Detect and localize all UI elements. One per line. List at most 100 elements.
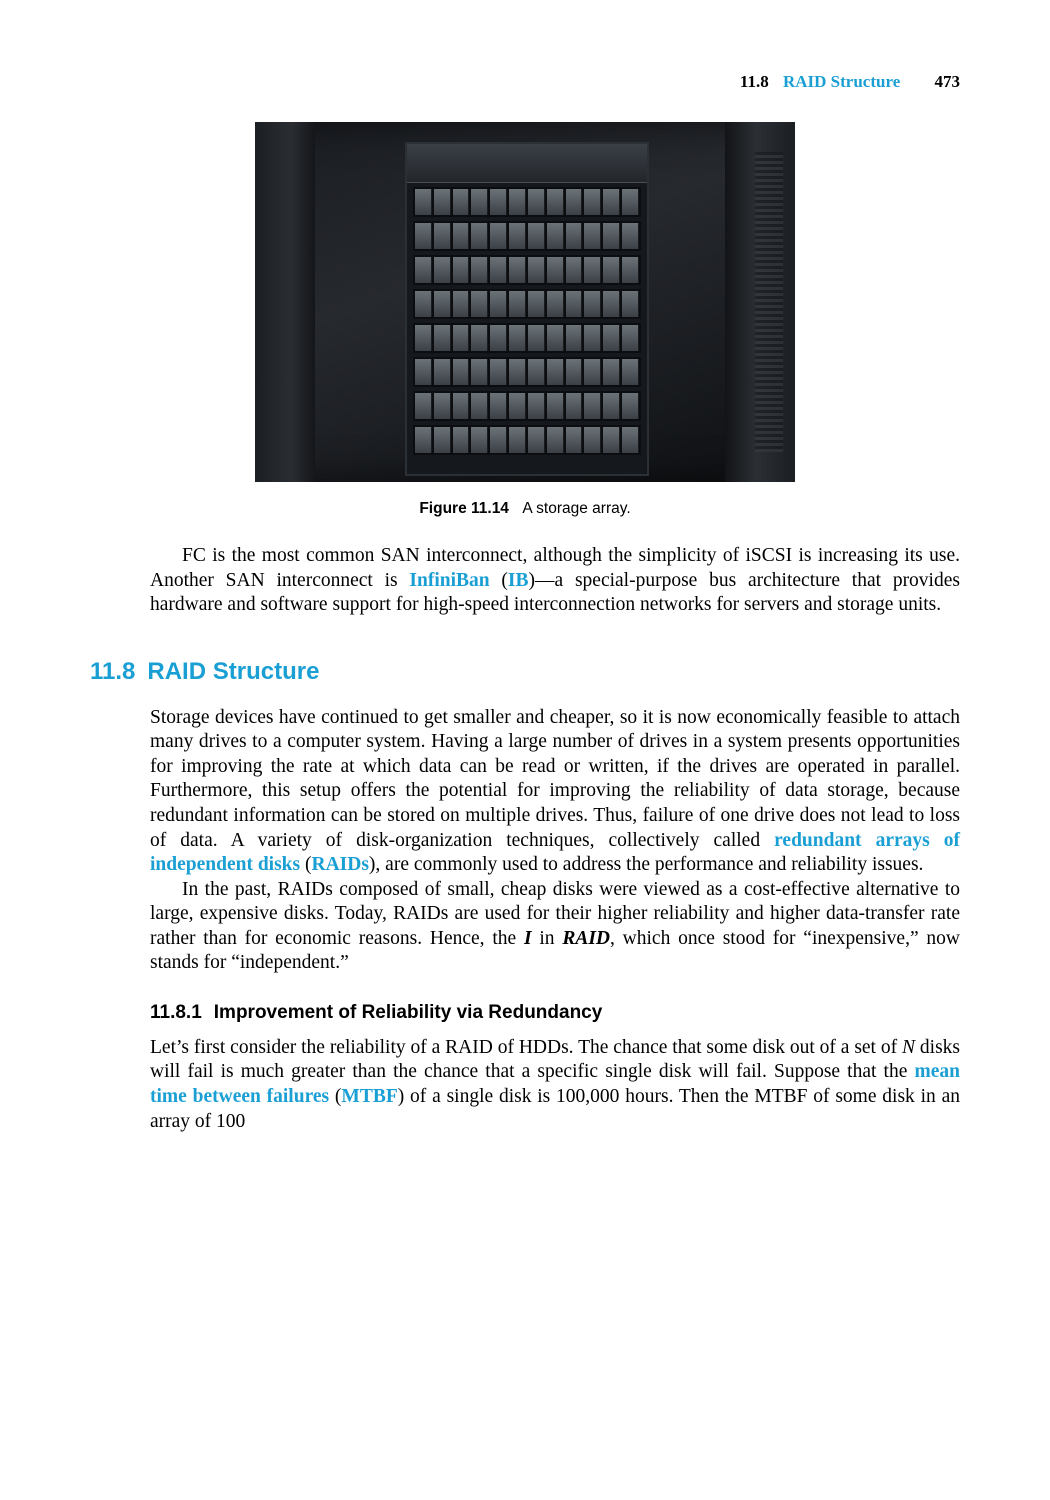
- drive-bay: [490, 189, 507, 215]
- drive-bay: [453, 427, 470, 453]
- rack-vent: [755, 152, 783, 452]
- drive-bay: [453, 291, 470, 317]
- drive-bay: [434, 257, 451, 283]
- drive-bay: [528, 359, 545, 385]
- drive-bay: [415, 359, 432, 385]
- drive-bay: [584, 189, 601, 215]
- drive-bay: [434, 393, 451, 419]
- term-raids: RAIDs: [311, 854, 368, 875]
- text-var-n: N: [902, 1037, 915, 1058]
- text: Let’s first consider the reliability of …: [150, 1037, 902, 1058]
- drive-row: [413, 255, 641, 285]
- drive-bay: [453, 223, 470, 249]
- drive-bay: [415, 393, 432, 419]
- drive-row: [413, 357, 641, 387]
- paragraph-raid-history: In the past, RAIDs composed of small, ch…: [150, 878, 960, 976]
- subsection-number: 11.8.1: [150, 1002, 202, 1023]
- drive-bay: [528, 189, 545, 215]
- drive-bay: [415, 427, 432, 453]
- drive-bay: [528, 393, 545, 419]
- drive-bay: [547, 427, 564, 453]
- drive-bay: [584, 359, 601, 385]
- drive-bay: [490, 257, 507, 283]
- drive-bay: [415, 189, 432, 215]
- drive-bay: [584, 393, 601, 419]
- drive-bay: [622, 427, 639, 453]
- drive-bay: [471, 257, 488, 283]
- drive-bay: [566, 291, 583, 317]
- drive-bay: [434, 427, 451, 453]
- drive-bay: [528, 257, 545, 283]
- paragraph-reliability: Let’s first consider the reliability of …: [150, 1036, 960, 1134]
- drive-bay: [584, 427, 601, 453]
- drive-bay: [528, 223, 545, 249]
- drive-bay: [471, 359, 488, 385]
- drive-bay: [603, 393, 620, 419]
- drive-bay: [566, 427, 583, 453]
- drive-bay: [509, 359, 526, 385]
- drive-bay: [509, 189, 526, 215]
- drive-bay: [584, 325, 601, 351]
- running-header: 11.8 RAID Structure 473: [90, 72, 960, 92]
- header-section-number: 11.8: [740, 72, 769, 91]
- drive-bay: [490, 223, 507, 249]
- drive-bay: [547, 325, 564, 351]
- drive-bay: [622, 223, 639, 249]
- figure-label: Figure 11.14: [419, 500, 509, 517]
- drive-bay: [471, 393, 488, 419]
- paragraph-fc: FC is the most common SAN interconnect, …: [150, 544, 960, 618]
- drive-bay: [509, 257, 526, 283]
- drive-bay: [453, 257, 470, 283]
- header-page-number: 473: [935, 72, 961, 91]
- drive-bay: [547, 257, 564, 283]
- drive-bay: [584, 223, 601, 249]
- drive-row: [413, 221, 641, 251]
- drive-bay: [547, 291, 564, 317]
- drive-bay: [471, 325, 488, 351]
- drive-bay: [622, 189, 639, 215]
- text: (: [329, 1086, 341, 1107]
- drive-bay: [434, 223, 451, 249]
- section-number: 11.8: [90, 658, 135, 685]
- section-heading: 11.8RAID Structure: [90, 658, 960, 686]
- drive-bay: [509, 427, 526, 453]
- term-ib: IB: [508, 570, 529, 591]
- text: (: [300, 854, 311, 875]
- drive-bay: [471, 189, 488, 215]
- drive-row: [413, 391, 641, 421]
- drive-bay: [603, 359, 620, 385]
- rack-side-left: [255, 122, 315, 482]
- drive-bay: [603, 223, 620, 249]
- server-rack: [405, 142, 649, 476]
- drive-bay: [584, 291, 601, 317]
- drive-bay: [509, 393, 526, 419]
- header-section-title: RAID Structure: [783, 72, 900, 91]
- text: in: [532, 928, 563, 949]
- drive-bay: [584, 257, 601, 283]
- drive-bay: [622, 359, 639, 385]
- drive-bay: [415, 325, 432, 351]
- rack-top-unit: [407, 144, 647, 183]
- drive-bay: [509, 223, 526, 249]
- drive-bay: [434, 325, 451, 351]
- drive-bay: [471, 427, 488, 453]
- drive-bay: [453, 359, 470, 385]
- drive-bay: [603, 189, 620, 215]
- paragraph-raid-intro: Storage devices have continued to get sm…: [150, 706, 960, 878]
- text-emph-raid: RAID: [562, 928, 610, 949]
- drive-bay: [509, 291, 526, 317]
- rack-side-right: [725, 122, 795, 482]
- drive-bay: [453, 325, 470, 351]
- drive-row: [413, 425, 641, 455]
- figure-block: Figure 11.14 A storage array.: [90, 122, 960, 518]
- drive-bay: [434, 291, 451, 317]
- drive-bay: [566, 325, 583, 351]
- drive-bay: [528, 427, 545, 453]
- text-emph-i: I: [524, 928, 532, 949]
- drive-bay: [547, 189, 564, 215]
- drive-bay: [415, 291, 432, 317]
- drive-bay: [490, 291, 507, 317]
- drive-bay: [509, 325, 526, 351]
- drive-bay: [603, 427, 620, 453]
- drive-bay: [490, 427, 507, 453]
